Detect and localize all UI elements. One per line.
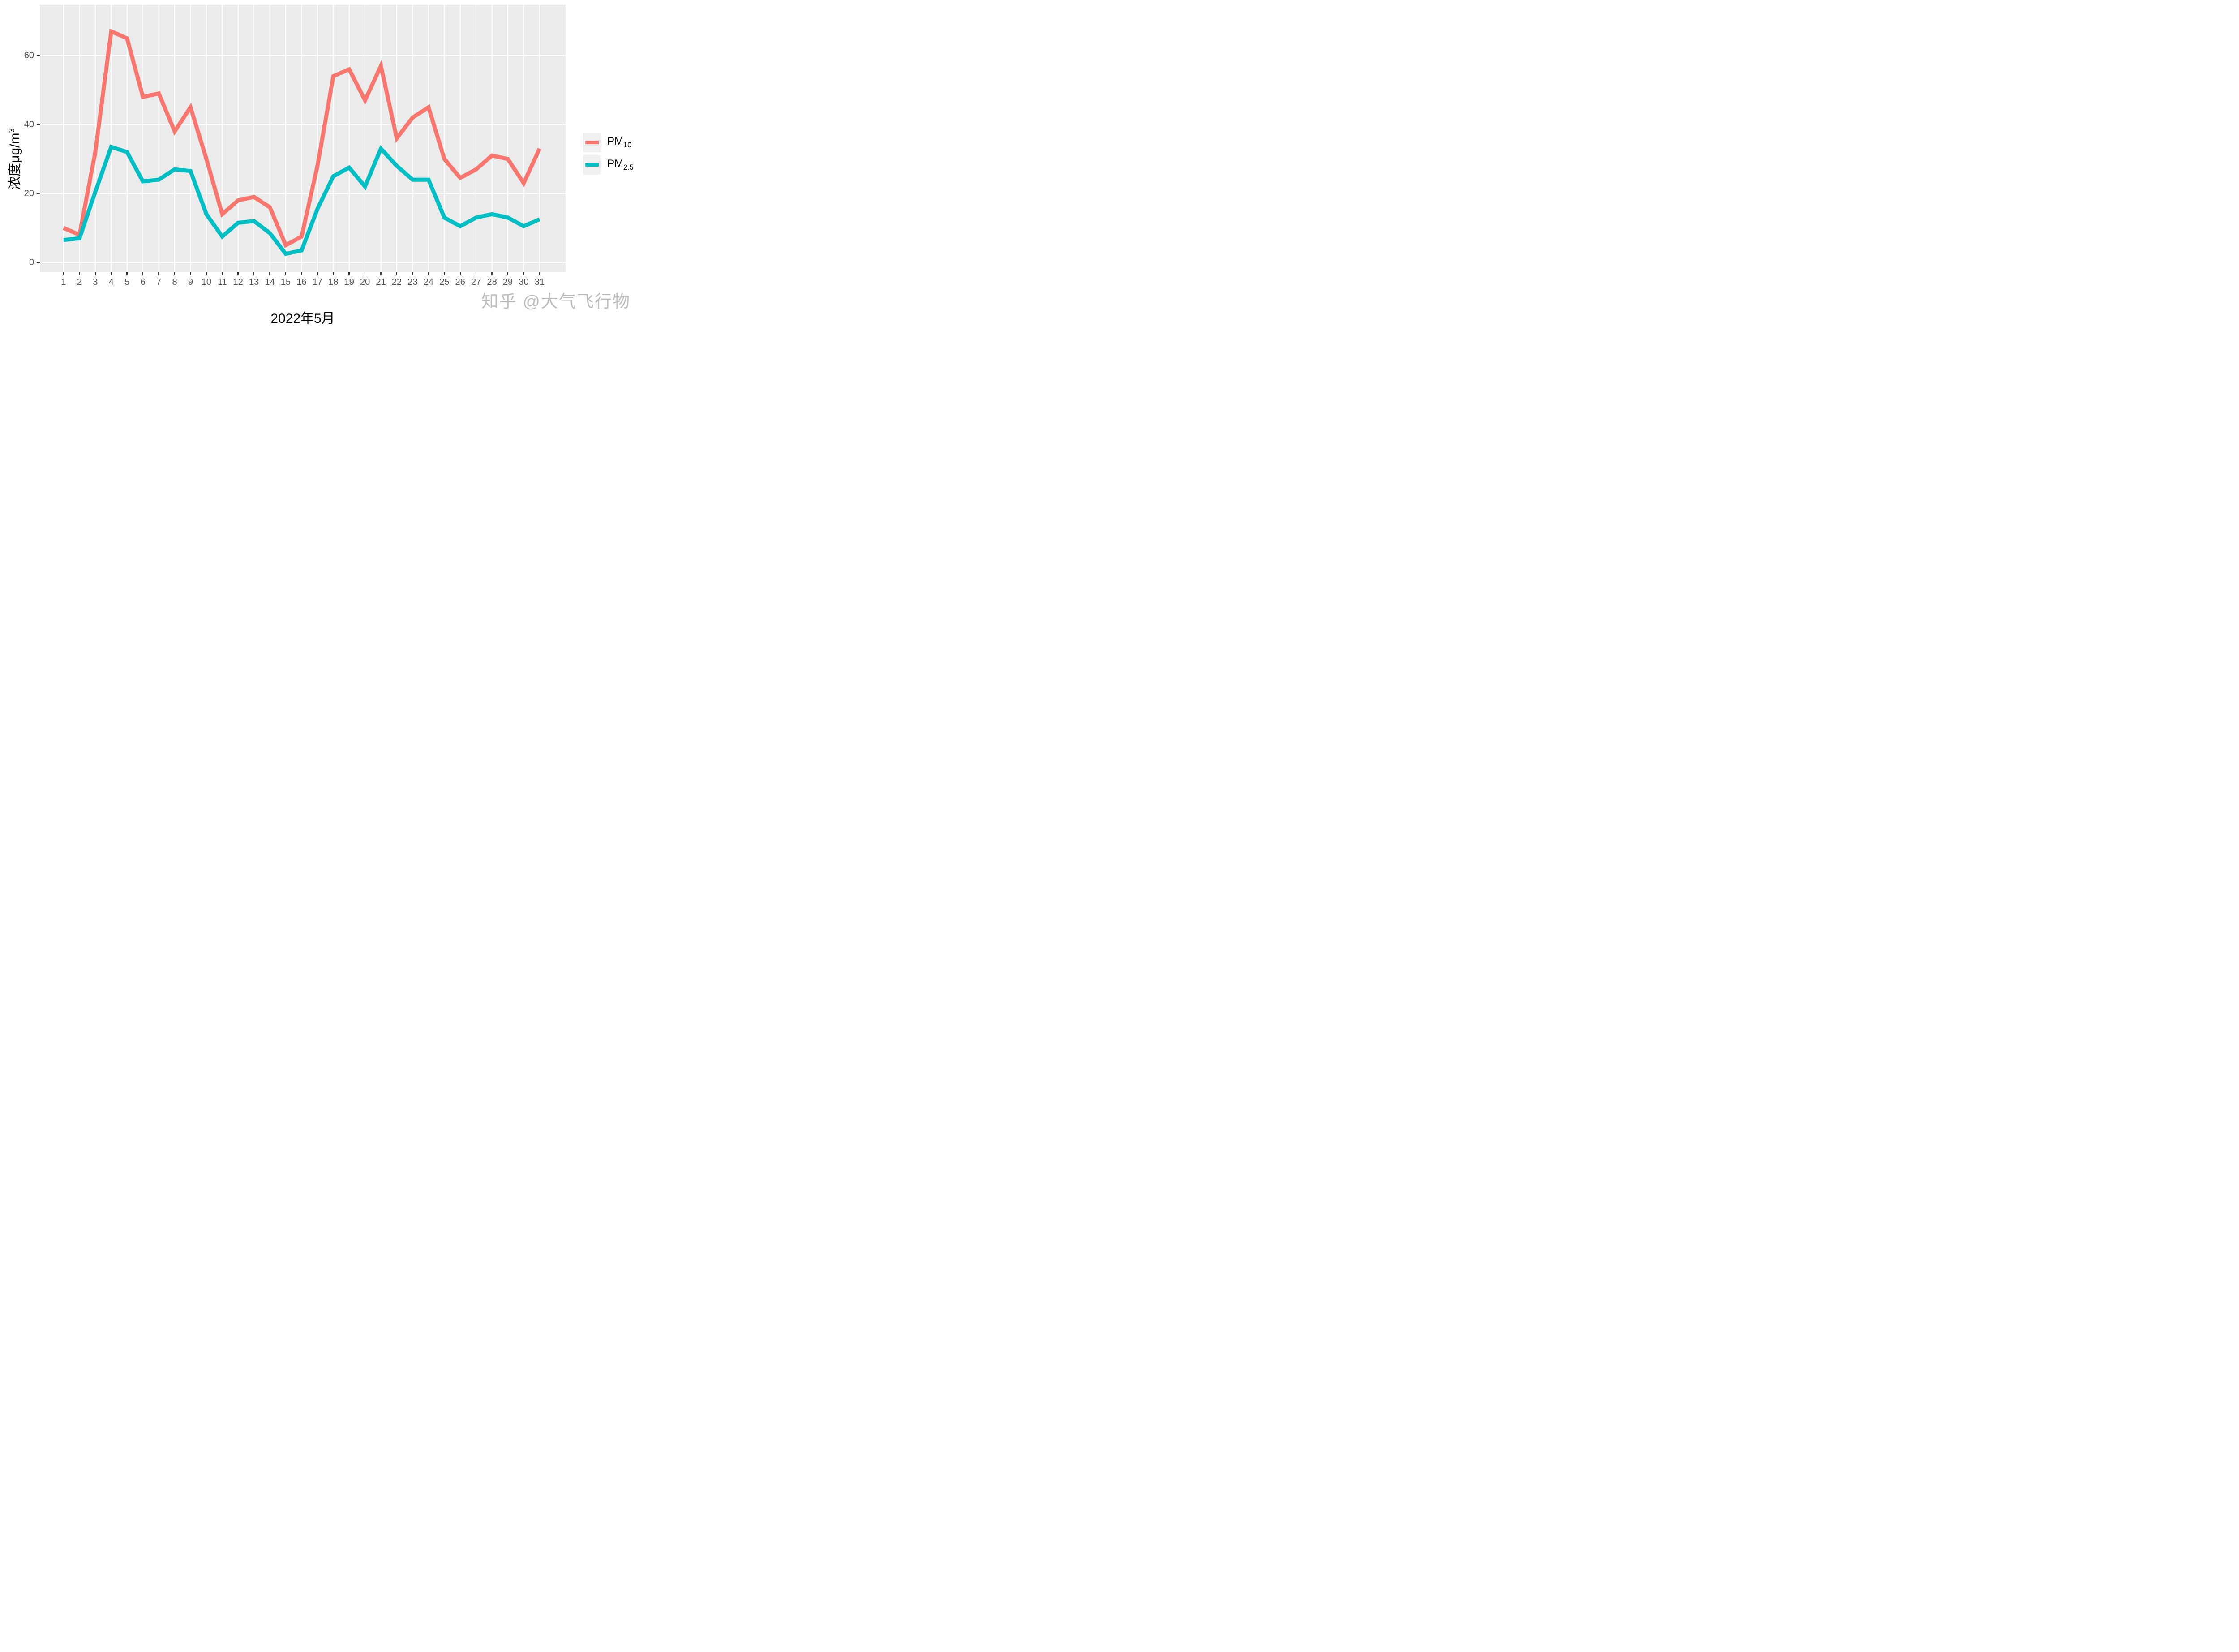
x-tick-mark-11	[222, 272, 223, 275]
x-tick-mark-21	[380, 272, 382, 275]
x-tick-mark-24	[428, 272, 429, 275]
x-tick-mark-26	[459, 272, 461, 275]
x-tick-label-31: 31	[534, 277, 545, 287]
x-tick-mark-22	[396, 272, 398, 275]
y-tick-mark-0	[37, 262, 40, 263]
x-tick-label-15: 15	[280, 277, 291, 287]
x-tick-label-7: 7	[156, 277, 162, 287]
x-tick-mark-12	[237, 272, 239, 275]
x-tick-mark-1	[63, 272, 64, 275]
x-tick-mark-13	[253, 272, 255, 275]
x-tick-label-9: 9	[188, 277, 193, 287]
x-tick-mark-8	[174, 272, 176, 275]
x-tick-label-1: 1	[61, 277, 66, 287]
x-tick-label-29: 29	[502, 277, 513, 287]
x-tick-mark-6	[142, 272, 144, 275]
x-tick-label-28: 28	[487, 277, 497, 287]
x-tick-mark-20	[364, 272, 366, 275]
legend-item-pm25: PM2.5	[583, 155, 641, 175]
x-tick-mark-15	[285, 272, 287, 275]
x-tick-label-26: 26	[455, 277, 465, 287]
x-tick-mark-2	[79, 272, 80, 275]
x-tick-label-12: 12	[233, 277, 243, 287]
x-tick-label-30: 30	[519, 277, 529, 287]
legend-label-pm25: PM2.5	[607, 158, 634, 172]
x-tick-label-2: 2	[77, 277, 82, 287]
line-series-pm10	[63, 28, 541, 248]
x-tick-label-23: 23	[407, 277, 418, 287]
x-tick-label-24: 24	[423, 277, 433, 287]
x-tick-mark-31	[539, 272, 540, 275]
pm10-line-swatch-icon	[585, 141, 599, 144]
x-tick-mark-7	[158, 272, 159, 275]
x-tick-mark-29	[507, 272, 509, 275]
x-tick-label-17: 17	[312, 277, 322, 287]
x-tick-mark-9	[190, 272, 191, 275]
legend-key-pm25	[583, 155, 601, 175]
y-tick-mark-60	[37, 55, 40, 56]
watermark: 知乎 @大气飞行物	[481, 292, 631, 311]
y-tick-label-60: 60	[24, 51, 34, 60]
x-tick-label-27: 27	[471, 277, 481, 287]
x-tick-label-8: 8	[172, 277, 177, 287]
y-tick-label-20: 20	[24, 189, 34, 198]
plot-panel	[40, 5, 566, 272]
x-tick-mark-18	[333, 272, 334, 275]
x-tick-mark-10	[206, 272, 207, 275]
x-tick-mark-17	[317, 272, 318, 275]
legend-item-pm10: PM10	[583, 133, 641, 152]
line-series-pm25	[63, 144, 540, 256]
x-tick-mark-19	[348, 272, 350, 275]
x-tick-label-14: 14	[265, 277, 275, 287]
legend: PM10 PM2.5	[583, 133, 641, 177]
x-tick-label-22: 22	[391, 277, 402, 287]
x-tick-label-19: 19	[344, 277, 354, 287]
y-axis-title-text: 浓度μg/m	[8, 133, 22, 190]
x-tick-label-25: 25	[439, 277, 450, 287]
pm25-line-swatch-icon	[585, 163, 599, 167]
chart-figure: 浓度μg/m3 0 20 40 60 1 2 3 4 5 6 7 8 9 10 11 12 13 14 15 16 1…	[0, 0, 645, 330]
y-axis-title: 浓度μg/m3	[4, 128, 23, 190]
x-tick-label-4: 4	[108, 277, 114, 287]
x-tick-mark-3	[94, 272, 96, 275]
x-tick-label-6: 6	[140, 277, 146, 287]
y-tick-label-0: 0	[29, 257, 34, 267]
x-axis-title: 2022年5月	[270, 311, 335, 326]
x-tick-mark-16	[301, 272, 302, 275]
x-tick-label-20: 20	[360, 277, 370, 287]
x-tick-mark-14	[269, 272, 270, 275]
x-tick-mark-5	[126, 272, 128, 275]
y-tick-mark-20	[37, 193, 40, 194]
y-tick-mark-40	[37, 124, 40, 125]
x-tick-mark-27	[475, 272, 477, 275]
x-tick-label-10: 10	[201, 277, 211, 287]
legend-key-pm10	[583, 133, 601, 152]
x-tick-label-16: 16	[296, 277, 307, 287]
x-tick-mark-4	[111, 272, 112, 275]
x-tick-label-13: 13	[249, 277, 259, 287]
x-tick-mark-28	[491, 272, 493, 275]
plot-area-svg	[40, 5, 566, 272]
x-tick-label-21: 21	[376, 277, 386, 287]
legend-label-pm10: PM10	[607, 135, 632, 149]
y-tick-label-40: 40	[24, 120, 34, 129]
x-tick-mark-30	[523, 272, 524, 275]
x-tick-label-11: 11	[217, 277, 227, 287]
x-tick-mark-23	[412, 272, 413, 275]
x-tick-label-3: 3	[93, 277, 98, 287]
x-tick-label-5: 5	[124, 277, 130, 287]
x-tick-label-18: 18	[328, 277, 339, 287]
x-tick-mark-25	[444, 272, 445, 275]
